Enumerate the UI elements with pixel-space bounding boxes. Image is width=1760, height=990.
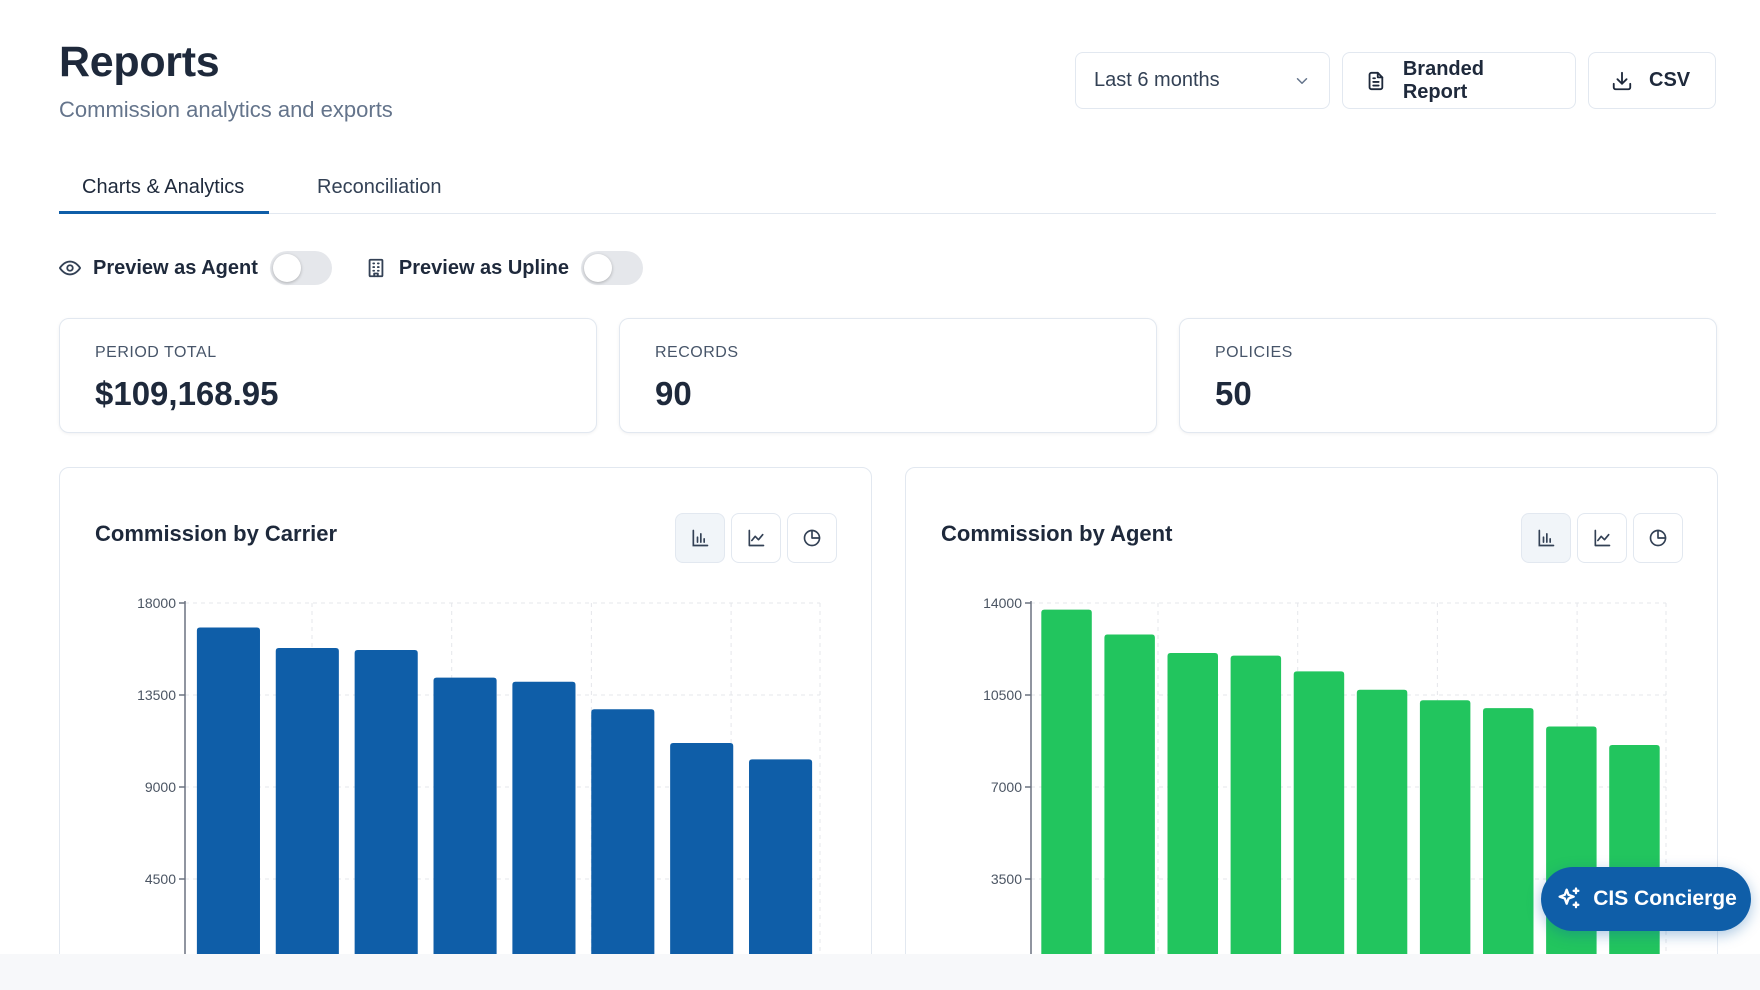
- line-chart-button[interactable]: [731, 513, 781, 563]
- stat-label: POLICIES: [1215, 344, 1293, 361]
- preview-upline-label: Preview as Upline: [398, 256, 569, 279]
- csv-label: CSV: [1649, 69, 1691, 91]
- chart-title: Commission by Carrier: [95, 521, 338, 546]
- line-chart-icon: [1594, 529, 1611, 547]
- date-range-value: Last 6 months: [1094, 69, 1220, 91]
- preview-agent: Preview as Agent: [59, 251, 332, 285]
- toggle-knob: [272, 254, 301, 282]
- building-icon: [368, 258, 384, 278]
- stat-value: 90: [655, 375, 692, 412]
- chart-type-switcher: [675, 513, 837, 563]
- stat-value: 50: [1215, 375, 1252, 412]
- bar[interactable]: [749, 759, 813, 954]
- agent-chart-card: Commission by Agent 3500 7000 10500 14000: [905, 467, 1718, 954]
- branded-report-button[interactable]: Branded Report: [1342, 52, 1576, 109]
- y-tick-label: 9000: [145, 779, 176, 795]
- bar[interactable]: [1041, 609, 1092, 954]
- branded-report-label: Branded Report: [1402, 57, 1484, 103]
- tab-charts-analytics[interactable]: Charts & Analytics: [59, 176, 269, 214]
- stat-label: PERIOD TOTAL: [95, 344, 217, 361]
- bar[interactable]: [670, 743, 734, 954]
- carrier-bar-chart: 4500 9000 13500 18000: [137, 595, 821, 954]
- preview-agent-label: Preview as Agent: [93, 256, 258, 279]
- bar-chart-button[interactable]: [1521, 513, 1571, 563]
- stat-value: $109,168.95: [95, 375, 279, 412]
- bar[interactable]: [1483, 708, 1534, 954]
- carrier-chart-card: Commission by Carrier 4500 9000 13500 18000: [59, 467, 872, 954]
- y-tick-label: 7000: [991, 779, 1022, 795]
- preview-upline-toggle[interactable]: [580, 251, 643, 285]
- bar[interactable]: [1293, 671, 1345, 954]
- page-footer-strip: [0, 954, 1760, 990]
- y-tick-label: 14000: [983, 595, 1022, 611]
- bar[interactable]: [1230, 655, 1282, 954]
- document-icon: [1368, 71, 1384, 90]
- chevron-down-icon: [1296, 77, 1308, 84]
- bar[interactable]: [1356, 689, 1408, 954]
- cis-concierge-label: CIS Concierge: [1593, 887, 1737, 910]
- line-chart-icon: [748, 529, 765, 547]
- csv-export-button[interactable]: CSV: [1588, 52, 1716, 109]
- stat-label: RECORDS: [655, 344, 739, 361]
- sparkles-icon: [1558, 887, 1580, 909]
- cis-concierge-button[interactable]: CIS Concierge: [1541, 867, 1751, 931]
- chart-title: Commission by Agent: [941, 521, 1173, 546]
- bar[interactable]: [512, 681, 576, 954]
- bar-chart-icon: [1538, 529, 1555, 547]
- y-tick-label: 13500: [137, 687, 176, 703]
- chart-type-switcher: [1521, 513, 1683, 563]
- pie-chart-button[interactable]: [1633, 513, 1683, 563]
- pie-chart-icon: [803, 529, 821, 547]
- bar-chart-button[interactable]: [675, 513, 725, 563]
- download-icon: [1612, 71, 1632, 90]
- preview-upline: Preview as Upline: [365, 251, 643, 285]
- preview-agent-toggle[interactable]: [269, 251, 332, 285]
- preview-controls: Preview as Agent Preview as Upline: [59, 250, 643, 286]
- y-tick-label: 10500: [983, 687, 1022, 703]
- bar[interactable]: [591, 709, 655, 954]
- line-chart-button[interactable]: [1577, 513, 1627, 563]
- pie-chart-button[interactable]: [787, 513, 837, 563]
- page-subtitle: Commission analytics and exports: [59, 97, 393, 122]
- bar[interactable]: [354, 650, 418, 954]
- y-tick-label: 4500: [145, 871, 176, 887]
- bar[interactable]: [433, 677, 497, 954]
- eye-icon: [59, 260, 81, 276]
- date-range-select[interactable]: Last 6 months: [1075, 52, 1330, 109]
- stat-card-period-total: PERIOD TOTAL $109,168.95: [59, 318, 597, 433]
- bar[interactable]: [275, 647, 339, 954]
- stat-card-records: RECORDS 90: [619, 318, 1157, 433]
- toggle-knob: [583, 254, 612, 282]
- report-tabs: Charts & Analytics Reconciliation: [59, 161, 1716, 214]
- reports-page: Reports Commission analytics and exports…: [59, 38, 1718, 954]
- y-tick-label: 3500: [991, 871, 1022, 887]
- stat-card-policies: POLICIES 50: [1179, 318, 1717, 433]
- tab-reconciliation[interactable]: Reconciliation: [317, 176, 442, 198]
- bar[interactable]: [196, 627, 260, 954]
- bar[interactable]: [1104, 634, 1155, 954]
- bar[interactable]: [1167, 652, 1218, 954]
- bar[interactable]: [1419, 700, 1471, 954]
- bar-chart-icon: [692, 529, 709, 547]
- pie-chart-icon: [1649, 529, 1667, 547]
- y-tick-label: 18000: [137, 595, 176, 611]
- page-title: Reports: [59, 38, 220, 86]
